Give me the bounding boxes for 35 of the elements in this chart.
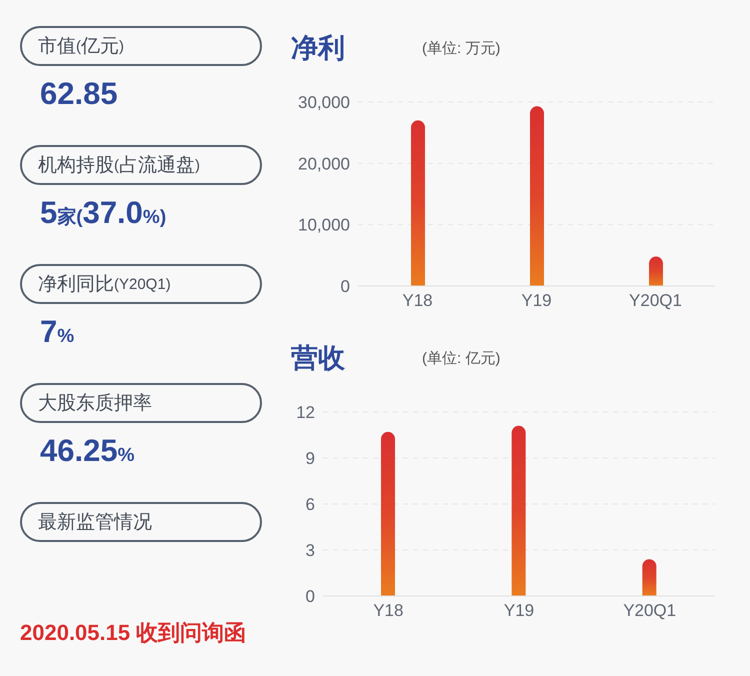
- y-tick-label: 6: [306, 495, 315, 514]
- y-tick-label: 3: [306, 541, 315, 560]
- y-tick-label: 0: [340, 277, 350, 296]
- y-tick-label: 30,000: [298, 93, 350, 112]
- text: 7%: [40, 314, 74, 349]
- chart-subtitle: (单位: 万元): [422, 39, 500, 58]
- chart-title: 营收: [291, 342, 345, 375]
- text: 46.25%: [40, 433, 134, 468]
- y-tick-label: 0: [306, 587, 315, 606]
- y-tick-label: 12: [296, 403, 315, 422]
- x-tick-label: Y18: [402, 291, 433, 310]
- bar: [642, 559, 656, 596]
- text: 市值(亿元): [38, 35, 124, 59]
- text: 净利同比(Y20Q1): [38, 273, 171, 297]
- text: 2020.05.15 收到问询函: [20, 619, 246, 647]
- chart-subtitle: (单位: 亿元): [422, 349, 500, 368]
- y-tick-label: 20,000: [298, 154, 350, 174]
- x-tick-label: Y19: [521, 291, 552, 310]
- x-tick-label: Y20Q1: [623, 601, 676, 620]
- bar: [530, 106, 544, 286]
- bar: [512, 426, 526, 596]
- y-tick-label: 9: [306, 449, 315, 468]
- text: 最新监管情况: [38, 511, 152, 535]
- bar: [411, 120, 425, 286]
- text: 5家(37.0%): [40, 195, 166, 230]
- text: 62.85: [40, 76, 118, 111]
- x-tick-label: Y19: [504, 601, 534, 620]
- bar: [649, 256, 663, 286]
- y-tick-label: 10,000: [298, 216, 350, 235]
- text: 大股东质押率: [38, 392, 152, 416]
- text: 机构持股(占流通盘): [38, 154, 200, 178]
- x-tick-label: Y20Q1: [629, 291, 682, 310]
- bar: [381, 432, 395, 596]
- chart-title: 净利: [291, 32, 345, 65]
- x-tick-label: Y18: [373, 601, 404, 620]
